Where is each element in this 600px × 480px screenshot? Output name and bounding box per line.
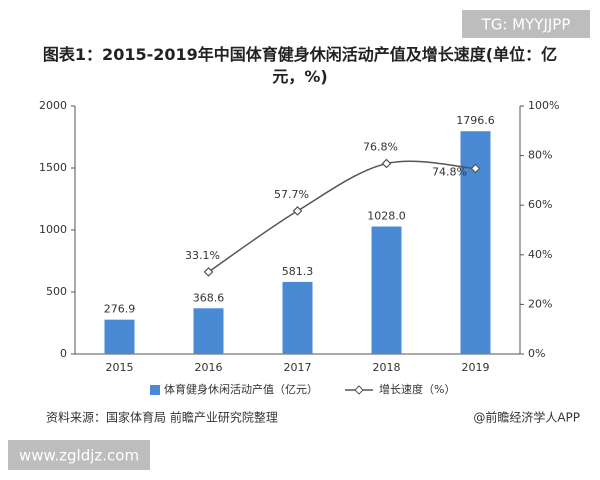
x-tick-label: 2016 bbox=[195, 361, 223, 374]
y-tick-label: 500 bbox=[46, 285, 67, 298]
y2-tick-label: 60% bbox=[528, 198, 552, 211]
legend-swatch bbox=[354, 385, 364, 395]
line-marker bbox=[381, 158, 392, 169]
y2-tick-label: 0% bbox=[528, 347, 545, 360]
value-label: 368.6 bbox=[193, 291, 225, 304]
line bbox=[208, 160, 476, 273]
line-marker bbox=[470, 163, 481, 174]
bar bbox=[193, 308, 224, 354]
value-label: 1028.0 bbox=[367, 210, 406, 223]
chart-title: 图表1：2015-2019年中国体育健身休闲活动产值及增长速度(单位：亿元，%) bbox=[42, 45, 558, 86]
credit: @前瞻经济学人APP bbox=[473, 410, 580, 425]
legend-label: 增长速度（%） bbox=[379, 382, 455, 396]
watermark: www.zgldjz.com bbox=[19, 447, 139, 465]
y2-tick-label: 100% bbox=[528, 99, 559, 112]
value-label: 57.7% bbox=[274, 188, 309, 201]
watermark-box bbox=[462, 10, 590, 38]
y2-tick-label: 40% bbox=[528, 248, 552, 261]
value-label: 74.8% bbox=[432, 165, 467, 178]
value-label: 581.3 bbox=[282, 265, 314, 278]
value-label: 76.8% bbox=[363, 141, 398, 154]
watermark: TG: MYYJJPP bbox=[481, 16, 571, 34]
y2-tick-label: 20% bbox=[528, 297, 552, 310]
watermark-box bbox=[8, 440, 150, 470]
x-tick-label: 2018 bbox=[373, 361, 401, 374]
y-tick-label: 0 bbox=[60, 347, 67, 360]
legend-swatch bbox=[150, 385, 160, 395]
bar bbox=[371, 226, 402, 354]
value-label: 276.9 bbox=[104, 303, 136, 316]
legend-label: 体育健身休闲活动产值（亿元） bbox=[164, 382, 318, 396]
line-marker bbox=[292, 206, 303, 216]
bar bbox=[282, 281, 313, 354]
x-tick-label: 2017 bbox=[284, 361, 312, 374]
line-marker bbox=[203, 267, 214, 277]
value-label: 33.1% bbox=[185, 249, 220, 262]
y2-tick-label: 80% bbox=[528, 149, 552, 162]
x-tick-label: 2015 bbox=[106, 361, 134, 374]
value-label: 1796.6 bbox=[456, 114, 495, 127]
y-tick-label: 2000 bbox=[39, 99, 67, 112]
source: 资料来源：国家体育局 前瞻产业研究院整理 bbox=[46, 410, 278, 425]
bar bbox=[104, 319, 135, 354]
y-tick-label: 1000 bbox=[39, 223, 67, 236]
x-tick-label: 2019 bbox=[462, 361, 490, 374]
y-tick-label: 1500 bbox=[39, 161, 67, 174]
